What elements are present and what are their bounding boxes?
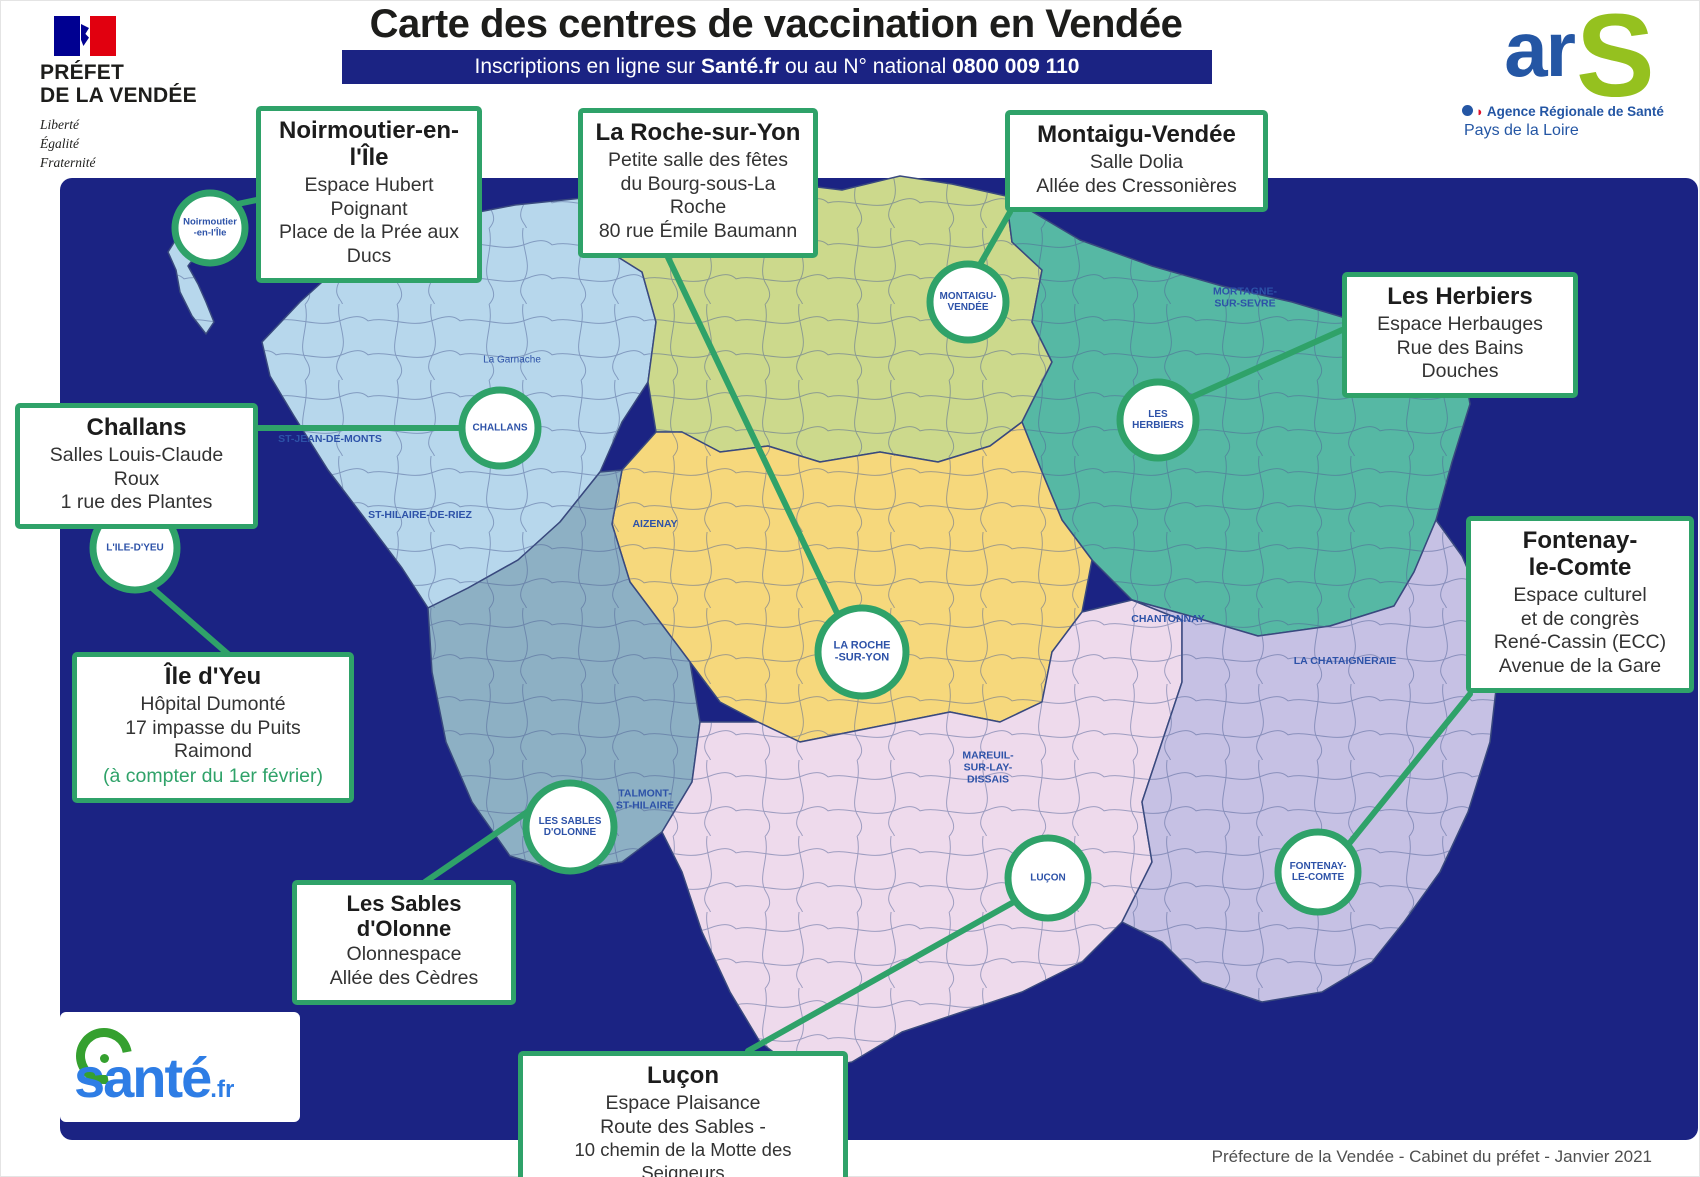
center-address-line: Salle Dolia <box>1089 150 1184 173</box>
banner-text: Inscriptions en ligne sur <box>474 55 701 78</box>
callout-yeu: Île d'Yeu Hôpital Dumonté 17 impasse du … <box>72 652 354 803</box>
banner-text2: ou au N° national <box>779 55 953 78</box>
sante-word: santé <box>74 1046 212 1109</box>
callout-challans: Challans Salles Louis-Claude Roux 1 rue … <box>15 403 258 530</box>
callout-sables: Les Sables d'Olonne Olonnespace Allée de… <box>292 880 516 1005</box>
center-address-line: Espace Hubert Poignant <box>304 173 434 220</box>
banner-phone: 0800 009 110 <box>952 55 1080 78</box>
center-address-line: Espace Herbauges <box>1377 312 1543 335</box>
center-name: La Roche-sur-Yon <box>595 119 801 146</box>
sante-dot-icon <box>100 1054 109 1063</box>
center-address-line: Petite salle des fêtes <box>608 148 788 171</box>
center-address-line: Place de la Prée aux Ducs <box>279 221 459 268</box>
center-name: Les Herbiers <box>1387 283 1533 310</box>
callout-fontenay: Fontenay- le-Comte Espace culturel et de… <box>1466 516 1694 693</box>
ars-region: Pays de la Loire <box>1464 122 1579 139</box>
center-address-line: Olonnespace <box>346 943 462 966</box>
center-address-line: Espace culturel <box>1513 583 1647 606</box>
callout-montaigu: Montaigu-Vendée Salle Dolia Allée des Cr… <box>1005 110 1268 213</box>
center-name: Montaigu-Vendée <box>1037 121 1236 148</box>
callout-laroche: La Roche-sur-Yon Petite salle des fêtes … <box>578 108 818 258</box>
registration-banner: Inscriptions en ligne sur Santé.fr ou au… <box>342 50 1212 84</box>
center-address-line: Salles Louis-Claude Roux <box>49 443 224 490</box>
center-name: Luçon <box>647 1062 719 1089</box>
center-address-line: 80 rue Émile Baumann <box>598 220 798 243</box>
prefet-logo: PRÉFET DE LA VENDÉE Liberté Égalité Frat… <box>40 16 270 173</box>
center-name: Fontenay- le-Comte <box>1522 527 1638 581</box>
callout-herbiers: Les Herbiers Espace Herbauges Rue des Ba… <box>1342 272 1578 399</box>
ars-ar: ar <box>1504 5 1576 93</box>
ars-wordmark: ar S <box>1462 0 1697 122</box>
banner-site: Santé.fr <box>700 55 780 78</box>
center-address-line: Hôpital Dumonté <box>140 692 286 715</box>
center-address-line: Rue des Bains Douches <box>1396 336 1524 383</box>
republic-motto: Liberté Égalité Fraternité <box>40 117 96 171</box>
center-name: Île d'Yeu <box>164 663 262 690</box>
center-address-line: 17 impasse du Puits Raimond <box>125 716 301 763</box>
center-address-line: 1 rue des Plantes <box>60 491 213 514</box>
center-address-line: du Bourg-sous-La Roche <box>620 172 776 219</box>
callout-lucon: Luçon Espace Plaisance Route des Sables … <box>518 1051 848 1177</box>
prefet-line2: DE LA VENDÉE <box>40 83 197 107</box>
prefet-line1: PRÉFET <box>40 61 125 84</box>
center-address-line: Espace Plaisance <box>605 1091 761 1114</box>
ars-logo: ar S ◗ Agence Régionale de Santé Pays de l… <box>1462 0 1697 140</box>
ars-subtitle: ◗ Agence Régionale de Santé <box>1462 104 1697 119</box>
sante-fr-logo: santé.fr <box>60 1012 300 1122</box>
center-address-line: et de congrès <box>1520 607 1640 630</box>
center-address-line: Avenue de la Gare <box>1498 655 1662 678</box>
center-address-line: 10 chemin de la Motte des Seigneurs <box>574 1139 792 1177</box>
french-flag-icon <box>54 16 116 56</box>
center-name: Challans <box>86 414 187 441</box>
center-name: Les Sables d'Olonne <box>346 891 462 941</box>
sante-wordmark: santé.fr <box>74 1045 234 1110</box>
ars-crescent-icon: ◗ <box>1476 104 1484 119</box>
center-address-line: Allée des Cressonières <box>1036 174 1237 197</box>
ars-dot-icon <box>1462 105 1473 116</box>
center-name: Noirmoutier-en-l'Île <box>279 117 459 171</box>
prefet-name: PRÉFET DE LA VENDÉE <box>40 61 270 107</box>
center-address-line: Allée des Cèdres <box>329 967 479 990</box>
center-note: (à compter du 1er février) <box>103 765 323 788</box>
ars-line1: Agence Régionale de Santé <box>1486 104 1664 119</box>
callout-noirmoutier: Noirmoutier-en-l'Île Espace Hubert Poign… <box>256 106 482 283</box>
center-address-line: Route des Sables - <box>600 1115 766 1138</box>
sante-suffix: .fr <box>210 1076 235 1103</box>
center-address-line: René-Cassin (ECC) <box>1493 631 1667 654</box>
page-title: Carte des centres de vaccination en Vend… <box>369 2 1183 46</box>
credit-text: Préfecture de la Vendée - Cabinet du pré… <box>1211 1147 1652 1166</box>
ars-s: S <box>1576 0 1655 122</box>
